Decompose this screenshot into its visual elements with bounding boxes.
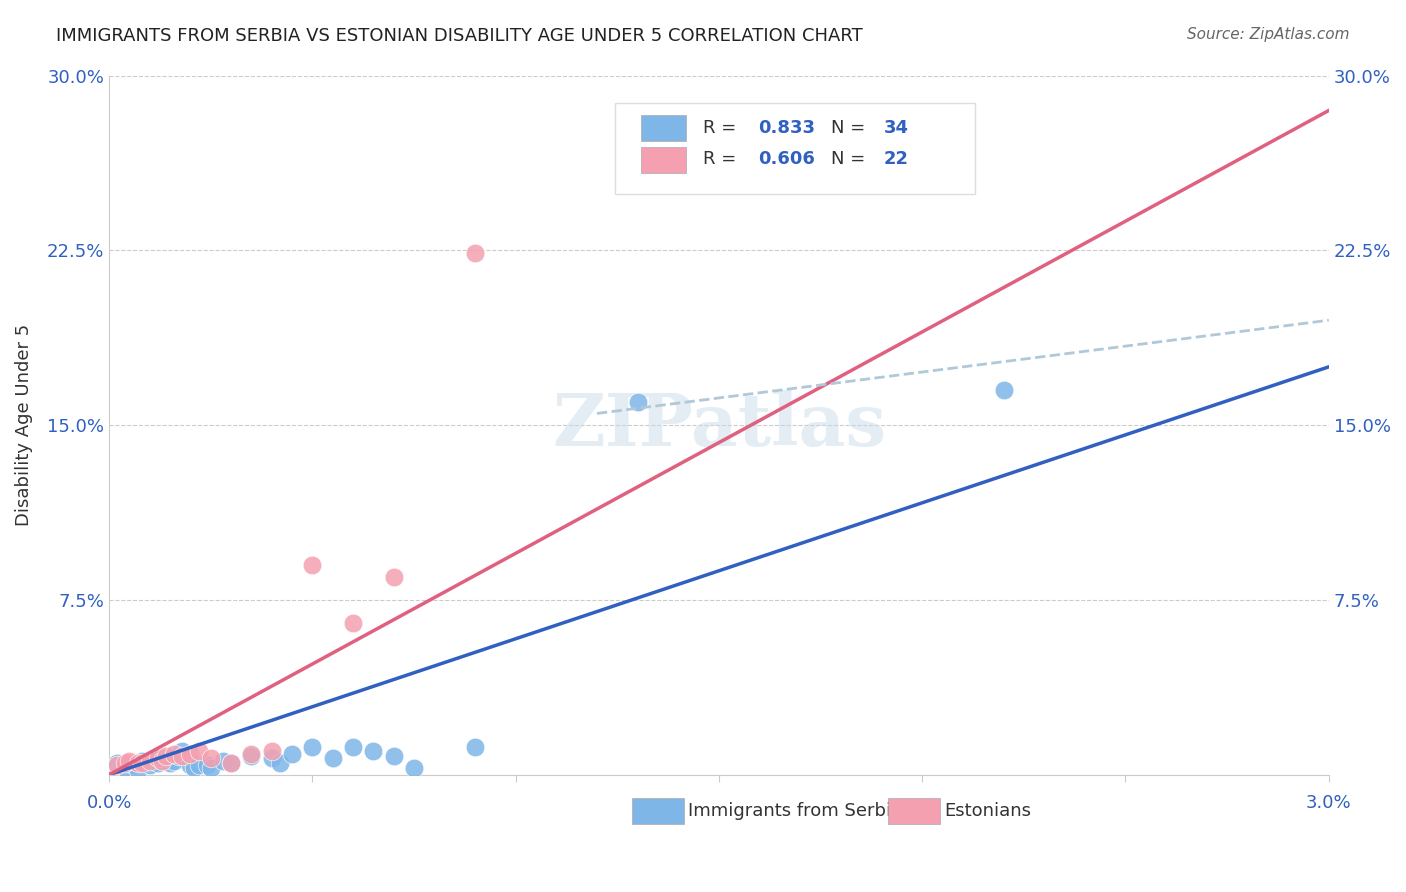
Point — [114, 761, 136, 775]
Point — [269, 756, 291, 770]
Point — [183, 761, 205, 775]
FancyBboxPatch shape — [641, 115, 686, 141]
Text: R =: R = — [703, 119, 742, 137]
Point — [240, 747, 263, 761]
Y-axis label: Disability Age Under 5: Disability Age Under 5 — [15, 324, 32, 526]
Point — [212, 754, 235, 768]
Point — [200, 751, 222, 765]
FancyBboxPatch shape — [616, 103, 976, 194]
Point — [163, 754, 186, 768]
Text: IMMIGRANTS FROM SERBIA VS ESTONIAN DISABILITY AGE UNDER 5 CORRELATION CHART: IMMIGRANTS FROM SERBIA VS ESTONIAN DISAB… — [56, 27, 863, 45]
Point — [159, 756, 181, 770]
Text: 0.606: 0.606 — [758, 151, 815, 169]
Text: 0.833: 0.833 — [758, 119, 815, 137]
Point — [105, 756, 128, 770]
Point — [118, 754, 141, 768]
Point — [172, 744, 194, 758]
Point — [464, 739, 486, 754]
Text: 22: 22 — [883, 151, 908, 169]
Point — [464, 245, 486, 260]
Point — [142, 754, 165, 768]
Point — [952, 138, 974, 153]
Point — [139, 754, 162, 768]
Point — [200, 761, 222, 775]
Point — [627, 394, 650, 409]
Text: N =: N = — [831, 119, 872, 137]
Point — [167, 749, 190, 764]
Point — [322, 751, 344, 765]
Point — [150, 751, 173, 765]
Point — [402, 761, 425, 775]
Point — [146, 751, 169, 765]
Point — [301, 558, 323, 572]
Point — [179, 758, 201, 772]
Point — [127, 763, 149, 777]
Text: Estonians: Estonians — [945, 802, 1032, 820]
Point — [105, 758, 128, 772]
Text: Source: ZipAtlas.com: Source: ZipAtlas.com — [1187, 27, 1350, 42]
Point — [131, 756, 153, 770]
Point — [114, 756, 136, 770]
Point — [172, 749, 194, 764]
Point — [342, 616, 364, 631]
Point — [260, 744, 283, 758]
Point — [382, 749, 405, 764]
FancyBboxPatch shape — [889, 798, 939, 824]
Point — [219, 756, 242, 770]
Point — [260, 751, 283, 765]
Text: 3.0%: 3.0% — [1306, 794, 1351, 812]
Point — [195, 758, 218, 772]
Point — [179, 747, 201, 761]
Point — [163, 747, 186, 761]
Point — [363, 744, 385, 758]
Text: 0.0%: 0.0% — [86, 794, 132, 812]
Point — [240, 749, 263, 764]
Text: N =: N = — [831, 151, 872, 169]
FancyBboxPatch shape — [641, 147, 686, 173]
Point — [150, 754, 173, 768]
Point — [139, 758, 162, 772]
Point — [187, 758, 209, 772]
FancyBboxPatch shape — [633, 798, 683, 824]
Point — [219, 756, 242, 770]
Point — [187, 744, 209, 758]
Text: ZIPatlas: ZIPatlas — [553, 390, 886, 460]
Point — [993, 383, 1015, 397]
Point — [127, 756, 149, 770]
Point — [155, 749, 177, 764]
Point — [382, 569, 405, 583]
Point — [122, 758, 145, 772]
Text: Immigrants from Serbia: Immigrants from Serbia — [689, 802, 903, 820]
Point — [301, 739, 323, 754]
Point — [342, 739, 364, 754]
Text: R =: R = — [703, 151, 742, 169]
Point — [131, 754, 153, 768]
Point — [118, 756, 141, 770]
Text: 34: 34 — [883, 119, 908, 137]
Point — [146, 756, 169, 770]
Point — [281, 747, 304, 761]
